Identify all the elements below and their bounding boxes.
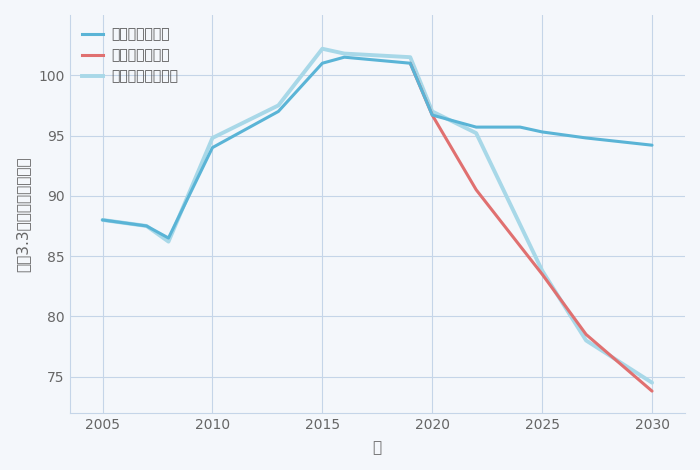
バッドシナリオ <box>428 112 436 118</box>
グッドシナリオ <box>582 135 590 141</box>
ノーマルシナリオ <box>406 55 414 60</box>
バッドシナリオ <box>648 388 656 394</box>
グッドシナリオ <box>538 129 546 135</box>
グッドシナリオ <box>318 61 326 66</box>
Y-axis label: 坪（3.3㎡）単価（万円）: 坪（3.3㎡）単価（万円） <box>15 156 30 272</box>
グッドシナリオ <box>208 145 216 150</box>
グッドシナリオ <box>142 223 150 229</box>
グッドシナリオ <box>648 142 656 148</box>
グッドシナリオ <box>428 112 436 118</box>
ノーマルシナリオ <box>472 130 480 136</box>
バッドシナリオ <box>582 332 590 337</box>
ノーマルシナリオ <box>318 46 326 52</box>
ノーマルシナリオ <box>340 51 349 56</box>
Line: グッドシナリオ: グッドシナリオ <box>102 57 652 238</box>
グッドシナリオ <box>406 61 414 66</box>
グッドシナリオ <box>340 55 349 60</box>
バッドシナリオ <box>538 271 546 277</box>
ノーマルシナリオ <box>142 223 150 229</box>
グッドシナリオ <box>164 235 173 241</box>
グッドシナリオ <box>472 124 480 130</box>
X-axis label: 年: 年 <box>372 440 382 455</box>
ノーマルシナリオ <box>648 380 656 385</box>
ノーマルシナリオ <box>208 135 216 141</box>
グッドシナリオ <box>98 217 106 223</box>
ノーマルシナリオ <box>98 217 106 223</box>
グッドシナリオ <box>274 109 283 114</box>
Legend: グッドシナリオ, バッドシナリオ, ノーマルシナリオ: グッドシナリオ, バッドシナリオ, ノーマルシナリオ <box>76 22 184 89</box>
ノーマルシナリオ <box>274 102 283 108</box>
ノーマルシナリオ <box>164 239 173 244</box>
ノーマルシナリオ <box>428 109 436 114</box>
ノーマルシナリオ <box>582 337 590 343</box>
Line: バッドシナリオ: バッドシナリオ <box>410 63 652 391</box>
グッドシナリオ <box>516 124 524 130</box>
ノーマルシナリオ <box>538 268 546 274</box>
Line: ノーマルシナリオ: ノーマルシナリオ <box>102 49 652 383</box>
バッドシナリオ <box>472 187 480 193</box>
バッドシナリオ <box>406 61 414 66</box>
